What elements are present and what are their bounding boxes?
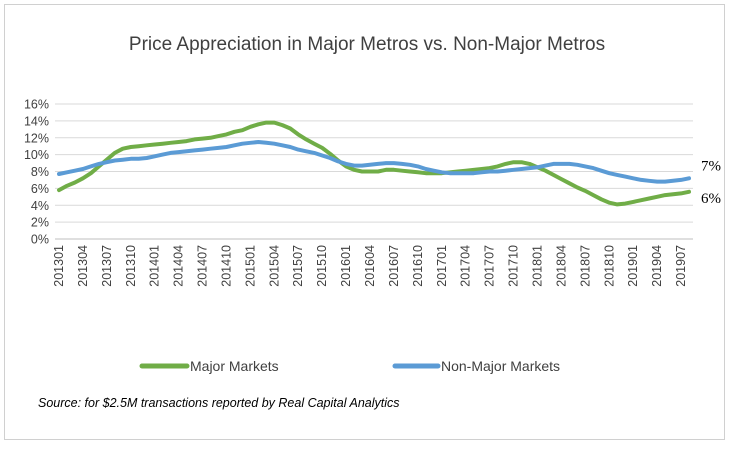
x-tick-label: 201810 bbox=[602, 245, 616, 287]
x-tick-label: 201807 bbox=[578, 245, 592, 287]
y-axis-ticks: 0% 2% 4% 6% 8% 10% 12% 14% 16% bbox=[24, 98, 49, 247]
series-line-non-major-markets bbox=[57, 140, 691, 184]
end-label-major-markets: 6% bbox=[701, 191, 721, 207]
x-tick-label: 201610 bbox=[411, 245, 425, 287]
x-tick-label: 201901 bbox=[626, 245, 640, 287]
y-tick-label: 0% bbox=[31, 233, 49, 247]
x-tick-label: 201301 bbox=[52, 245, 66, 287]
y-tick-label: 16% bbox=[24, 98, 49, 112]
x-tick-label: 201707 bbox=[483, 245, 497, 287]
chart-frame: Price Appreciation in Major Metros vs. N… bbox=[4, 4, 725, 440]
price-appreciation-chart: Price Appreciation in Major Metros vs. N… bbox=[24, 34, 721, 410]
x-tick-label: 201307 bbox=[100, 245, 114, 287]
x-tick-label: 201410 bbox=[219, 245, 233, 287]
end-labels: 6% 7% bbox=[701, 158, 721, 207]
x-tick-label: 201504 bbox=[267, 245, 281, 287]
x-tick-label: 201507 bbox=[291, 245, 305, 287]
x-tick-label: 201704 bbox=[459, 245, 473, 287]
x-tick-label: 201601 bbox=[339, 245, 353, 287]
x-tick-label: 201510 bbox=[315, 245, 329, 287]
x-tick-label: 201607 bbox=[387, 245, 401, 287]
y-tick-label: 2% bbox=[31, 216, 49, 230]
y-tick-label: 4% bbox=[31, 199, 49, 213]
y-tick-label: 10% bbox=[24, 148, 49, 162]
legend: Major Markets Non-Major Markets bbox=[139, 358, 560, 374]
x-axis-ticks: 201301 201304 201307 201310 201401 201404 2014… bbox=[52, 245, 688, 287]
x-tick-label: 201801 bbox=[530, 245, 544, 287]
y-tick-label: 12% bbox=[24, 131, 49, 145]
x-tick-label: 201907 bbox=[674, 245, 688, 287]
x-tick-label: 201604 bbox=[363, 245, 377, 287]
series-line-major-markets bbox=[57, 120, 691, 207]
x-tick-label: 201804 bbox=[554, 245, 568, 287]
x-tick-label: 201404 bbox=[172, 245, 186, 287]
x-tick-label: 201304 bbox=[76, 245, 90, 287]
x-tick-label: 201701 bbox=[435, 245, 449, 287]
x-tick-label: 201407 bbox=[196, 245, 210, 287]
x-tick-label: 201310 bbox=[124, 245, 138, 287]
x-tick-label: 201401 bbox=[148, 245, 162, 287]
source-note: Source: for $2.5M transactions reported … bbox=[38, 396, 400, 410]
legend-label-non-major-markets: Non-Major Markets bbox=[441, 358, 560, 374]
y-tick-label: 14% bbox=[24, 114, 49, 128]
x-tick-label: 201501 bbox=[243, 245, 257, 287]
y-tick-label: 6% bbox=[31, 182, 49, 196]
x-tick-label: 201904 bbox=[650, 245, 664, 287]
end-label-non-major-markets: 7% bbox=[701, 158, 721, 174]
x-tick-label: 201710 bbox=[507, 245, 521, 287]
chart-title: Price Appreciation in Major Metros vs. N… bbox=[129, 34, 605, 55]
series-lines bbox=[57, 120, 691, 207]
y-tick-label: 8% bbox=[31, 165, 49, 179]
legend-label-major-markets: Major Markets bbox=[190, 358, 279, 374]
